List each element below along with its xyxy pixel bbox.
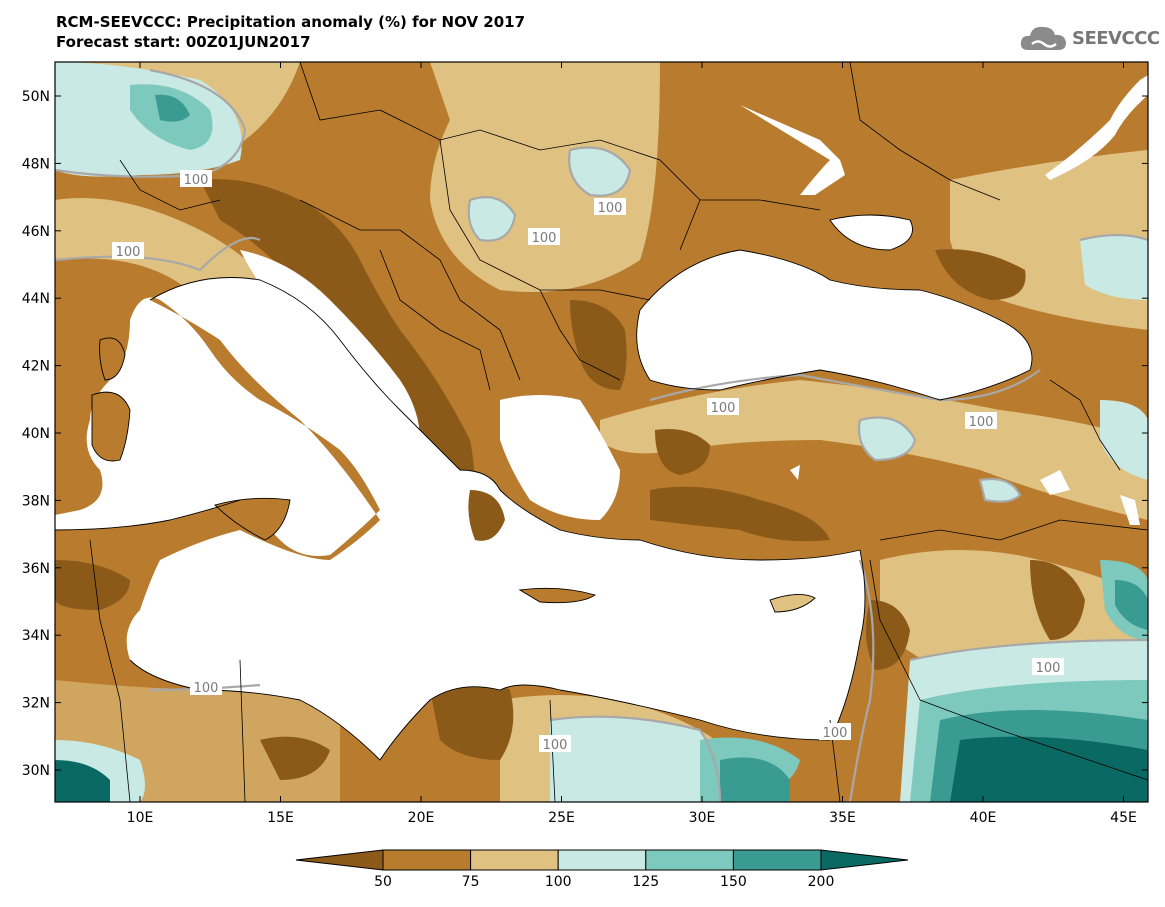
colorbar-label: 150 bbox=[720, 874, 747, 890]
aegean-sea bbox=[500, 395, 620, 520]
lat-label: 42N bbox=[22, 359, 50, 375]
lat-label: 36N bbox=[22, 561, 50, 577]
longitude-axis: 10E 15E 20E 25E 30E 35E 40E 45E bbox=[127, 62, 1137, 826]
contour-label: 100 bbox=[969, 415, 994, 430]
contour-100-lines bbox=[55, 68, 1148, 802]
map-title: RCM-SEEVCCC: Precipitation anomaly (%) f… bbox=[56, 12, 525, 52]
colorbar-label: 75 bbox=[462, 874, 480, 890]
black-sea bbox=[636, 250, 1032, 400]
azov-sea bbox=[830, 215, 913, 250]
colorbar-label: 100 bbox=[545, 874, 572, 890]
colorbar-label: 50 bbox=[374, 874, 392, 890]
colorbar-segment bbox=[732, 849, 822, 871]
colorbar-segment bbox=[470, 849, 559, 871]
contour-label: 100 bbox=[184, 173, 209, 188]
lon-label: 10E bbox=[127, 810, 154, 826]
crete bbox=[520, 588, 595, 603]
lon-label: 40E bbox=[970, 810, 997, 826]
lon-label: 15E bbox=[267, 810, 294, 826]
contour-label: 100 bbox=[1036, 661, 1061, 676]
corsica bbox=[99, 337, 125, 380]
colorbar-segment bbox=[645, 849, 734, 871]
title-line-2: Forecast start: 00Z01JUN2017 bbox=[56, 33, 311, 51]
lat-label: 48N bbox=[22, 156, 50, 172]
contour-label: 100 bbox=[598, 201, 623, 216]
map-frame bbox=[54, 61, 1149, 803]
contour-label: 100 bbox=[711, 401, 736, 416]
map-field: 100 100 100 100 100 100 100 100 100 100 bbox=[55, 62, 1148, 802]
lat-label: 40N bbox=[22, 426, 50, 442]
contour-labels: 100 100 100 100 100 100 100 100 100 100 bbox=[112, 170, 1064, 753]
country-borders bbox=[89, 62, 1148, 802]
adriatic-sea bbox=[240, 250, 420, 440]
contour-label: 100 bbox=[532, 231, 557, 246]
sicily bbox=[215, 498, 290, 540]
seevccc-logo: SEEVCCC bbox=[1018, 20, 1160, 56]
colorbar-low-arrow bbox=[295, 849, 384, 871]
colorbar-label: 125 bbox=[632, 874, 659, 890]
lat-label: 38N bbox=[22, 493, 50, 509]
contour-label: 100 bbox=[116, 245, 141, 260]
title-line-1: RCM-SEEVCCC: Precipitation anomaly (%) f… bbox=[56, 13, 526, 31]
coastlines bbox=[55, 214, 1033, 761]
cloud-icon bbox=[1020, 26, 1066, 50]
lon-label: 35E bbox=[829, 810, 856, 826]
cyprus bbox=[770, 594, 815, 612]
colorbar-segment bbox=[557, 849, 647, 871]
latitude-axis: 50N 48N 46N 44N 42N 40N 38N 36N 34N 32N 30N bbox=[22, 89, 1148, 779]
lat-label: 46N bbox=[22, 224, 50, 240]
sardinia bbox=[92, 392, 130, 461]
contour-label: 100 bbox=[543, 738, 568, 753]
colorbar: 50 75 100 125 150 200 bbox=[295, 849, 909, 890]
colorbar-high-arrow bbox=[820, 849, 909, 871]
lon-label: 25E bbox=[548, 810, 575, 826]
colorbar-label: 200 bbox=[808, 874, 835, 890]
contour-label: 100 bbox=[194, 681, 219, 696]
mediterranean-sea bbox=[55, 277, 865, 760]
lat-label: 32N bbox=[22, 696, 50, 712]
lat-label: 50N bbox=[22, 89, 50, 105]
contour-label: 100 bbox=[823, 726, 848, 741]
logo-text: SEEVCCC bbox=[1072, 28, 1160, 49]
lat-label: 30N bbox=[22, 763, 50, 779]
peloponnese bbox=[468, 490, 505, 541]
lat-label: 34N bbox=[22, 628, 50, 644]
lon-label: 45E bbox=[1110, 810, 1137, 826]
lon-label: 30E bbox=[689, 810, 716, 826]
lon-label: 20E bbox=[408, 810, 435, 826]
lat-label: 44N bbox=[22, 291, 50, 307]
colorbar-segment bbox=[382, 849, 472, 871]
